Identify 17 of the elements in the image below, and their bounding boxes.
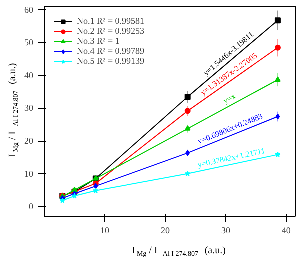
- x-tick-label: 40: [282, 226, 292, 236]
- x-tick-label: 30: [221, 226, 231, 236]
- annotation: y=x: [222, 92, 238, 106]
- y-tick-label: 20: [24, 136, 34, 146]
- y-tick-label: 0: [29, 202, 34, 212]
- y-tick-label: 50: [24, 38, 34, 48]
- legend-label: No.4 R² = 0.99789: [77, 46, 145, 56]
- y-tick-label: 30: [24, 103, 34, 114]
- legend-label: No.2 R² = 0.99253: [77, 26, 145, 36]
- y-tick-label: 40: [24, 70, 34, 80]
- y-tick-label: 60: [24, 4, 34, 15]
- x-tick-label: 10: [100, 226, 110, 236]
- y-tick-label: 10: [24, 168, 34, 179]
- legend-label: No.3 R² = 1: [77, 36, 120, 46]
- x-tick-label: 20: [160, 226, 170, 236]
- legend-label: No.1 R² = 0.99581: [77, 16, 145, 26]
- legend-label: No.5 R² = 0.99139: [77, 56, 145, 66]
